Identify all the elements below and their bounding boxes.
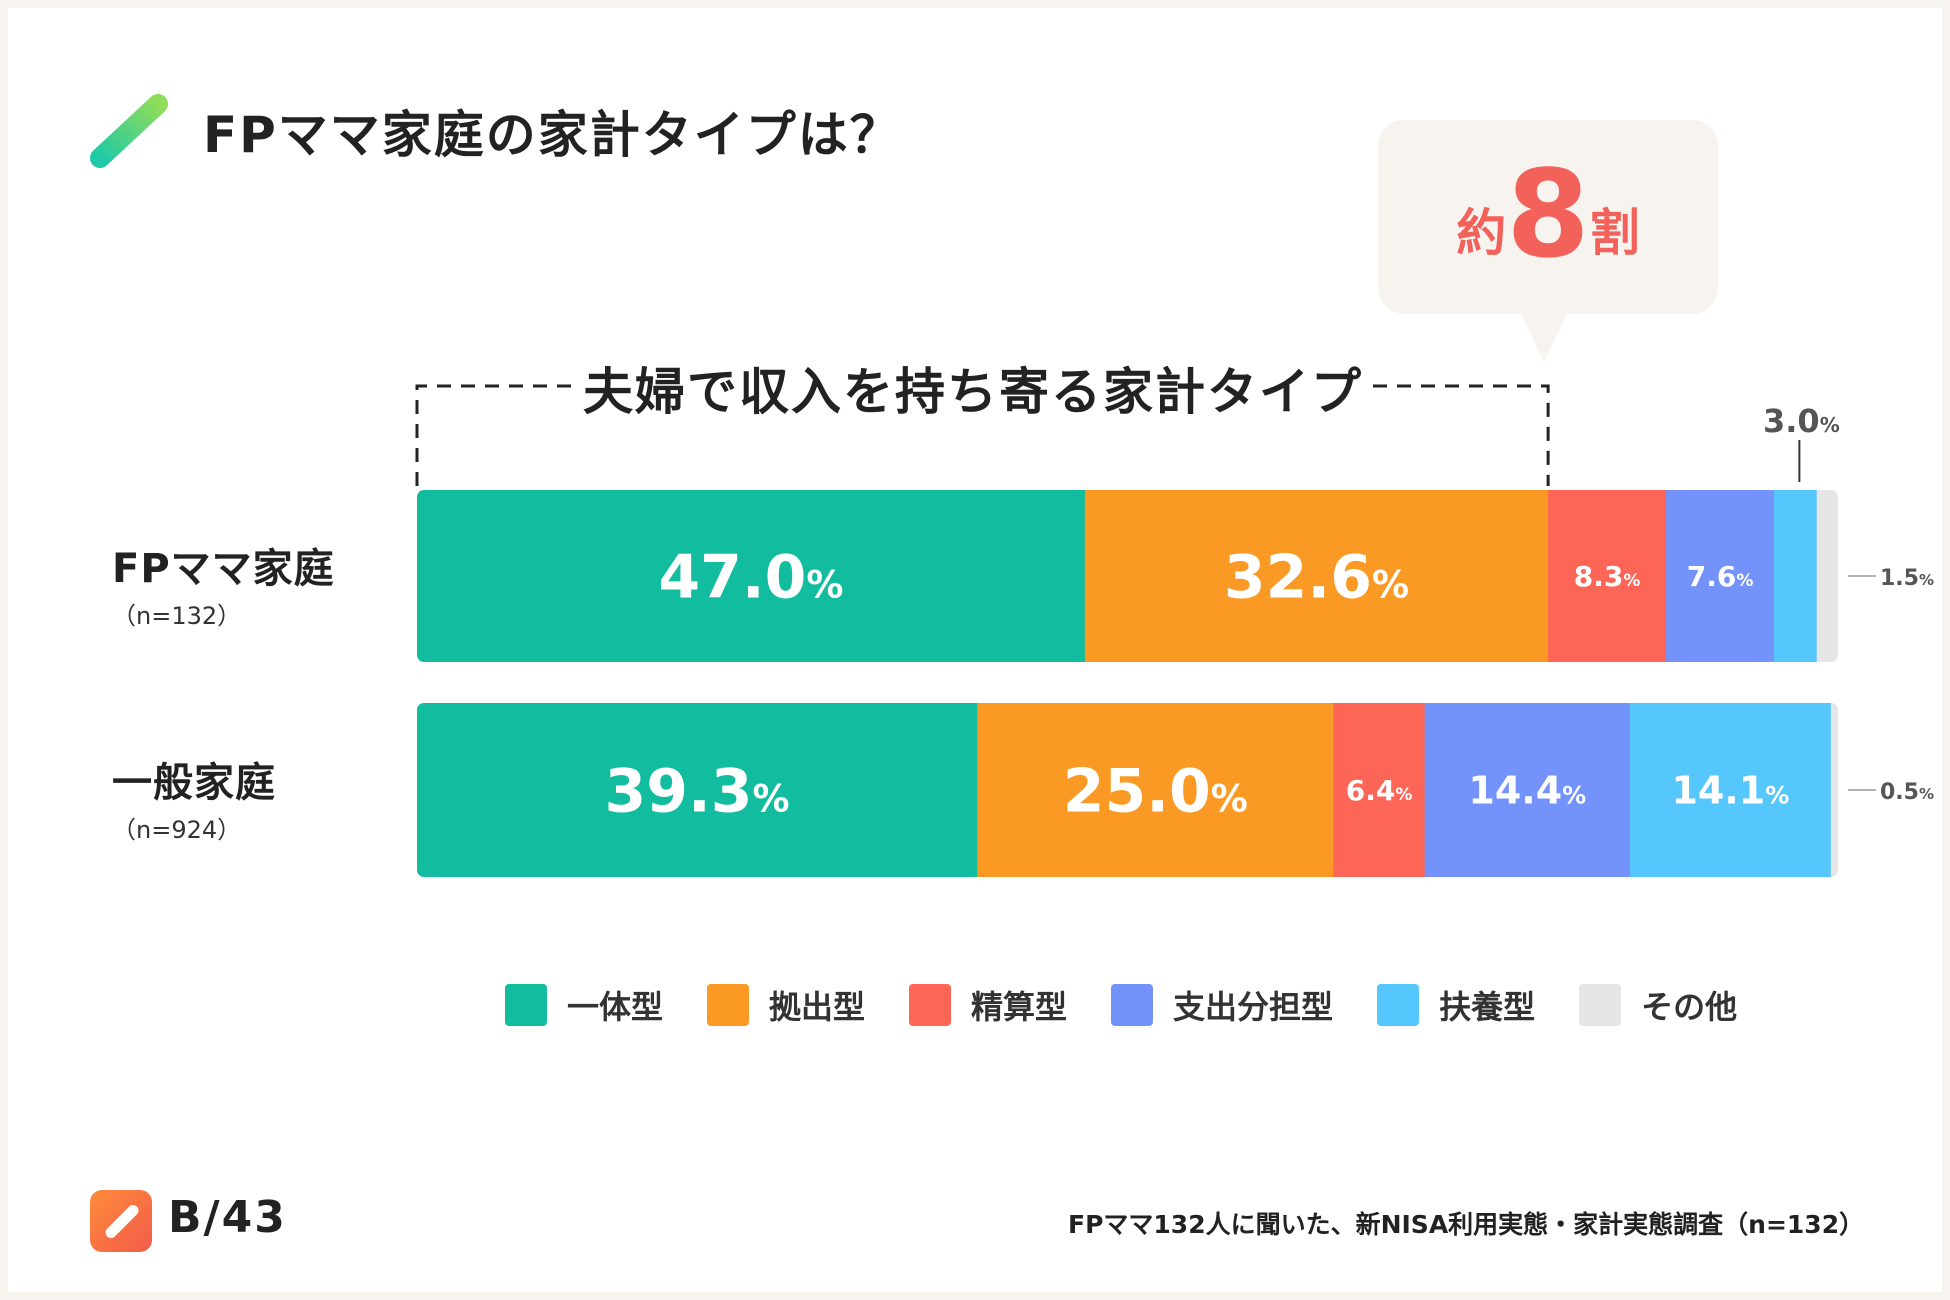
bar-label-0-0: 47.0% [658,543,843,613]
bar-segment-1-2 [1333,703,1426,877]
legend-item-1: 拠出型 [707,982,865,1028]
legend-item-2: 精算型 [909,982,1067,1028]
bar-segment-1-4 [1629,703,1832,877]
legend-label-0: 一体型 [567,988,664,1026]
legend: 一体型 拠出型 精算型 支出分担型 扶養型 その他 [505,982,1781,1028]
bracket-line [415,384,1550,486]
row-n-general: （n=924） [112,816,242,844]
legend-item-3: 支出分担型 [1111,982,1333,1028]
legend-item-0: 一体型 [505,982,663,1028]
bar-segment-0-0 [417,490,1086,662]
bar-segment-0-5 [1816,490,1838,662]
bar-label-1-2: 6.4% [1346,774,1413,807]
legend-item-5: その他 [1579,982,1737,1028]
bar-label-1-0: 39.3% [605,757,790,827]
brand-logo-icon [90,1190,152,1252]
bar-label-0-2: 8.3% [1574,560,1641,593]
bar-label-1-4: 14.1% [1671,769,1789,813]
callout-number: 8 [1506,146,1590,285]
row-n-fp: （n=132） [112,602,242,630]
legend-swatch-3 [1111,984,1154,1026]
bar-labels-group: 47.0% 32.6% 8.3% 7.6% 3.0% 1.5% 39.3% 25.0% 6.4%… [605,402,1935,827]
callout-suffix: 割 [1589,204,1640,262]
callout-prefix: 約 [1456,204,1507,262]
bar-segment-0-2 [1548,490,1667,662]
legend-label-5: その他 [1641,988,1738,1026]
bracket-path [415,384,1550,486]
bar-segment-1-1 [977,703,1334,877]
legend-swatch-0 [505,984,547,1026]
legend-label-3: 支出分担型 [1173,988,1334,1026]
legend-swatch-4 [1377,984,1420,1026]
bars-group [417,490,1838,877]
bar-segment-1-3 [1424,703,1631,877]
bar-label-1-3: 14.4% [1468,769,1586,813]
legend-swatch-2 [909,984,952,1026]
bar-label-1-1: 25.0% [1063,757,1248,827]
bracket-label: 夫婦で収入を持ち寄る家計タイプ [578,352,1368,424]
callout-text: 約8割 [1378,156,1718,276]
bar-segment-0-1 [1084,490,1549,662]
legend-label-2: 精算型 [971,988,1068,1026]
legend-label-4: 扶養型 [1439,988,1536,1026]
callout-tail [1520,312,1568,362]
bar-label-0-5: 1.5% [1880,566,1934,591]
row-label-general: 一般家庭 [112,760,276,806]
bar-label-0-1: 32.6% [1224,543,1409,613]
bar-segment-0-3 [1666,490,1775,662]
title-accent-icon [90,94,168,168]
legend-label-1: 拠出型 [769,988,866,1026]
bar-label-0-4: 3.0% [1763,402,1840,440]
page-title: FPママ家庭の家計タイプは？ [203,106,902,164]
brand-name: B/43 [168,1192,287,1243]
legend-item-4: 扶養型 [1377,982,1535,1028]
bar-segment-0-4 [1774,490,1818,662]
bar-label-0-3: 7.6% [1687,560,1754,593]
row-label-fp: FPママ家庭 [112,546,335,592]
legend-swatch-1 [707,984,750,1026]
callout-bubble: 約8割 [1378,120,1718,314]
bar-label-1-5: 0.5% [1880,780,1934,805]
bar-segment-1-0 [417,703,978,877]
bar-segment-1-5 [1830,703,1838,877]
legend-swatch-5 [1579,984,1622,1026]
source-note: FPママ132人に聞いた、新NISA利用実態・家計実態調査（n=132） [1068,1210,1865,1239]
